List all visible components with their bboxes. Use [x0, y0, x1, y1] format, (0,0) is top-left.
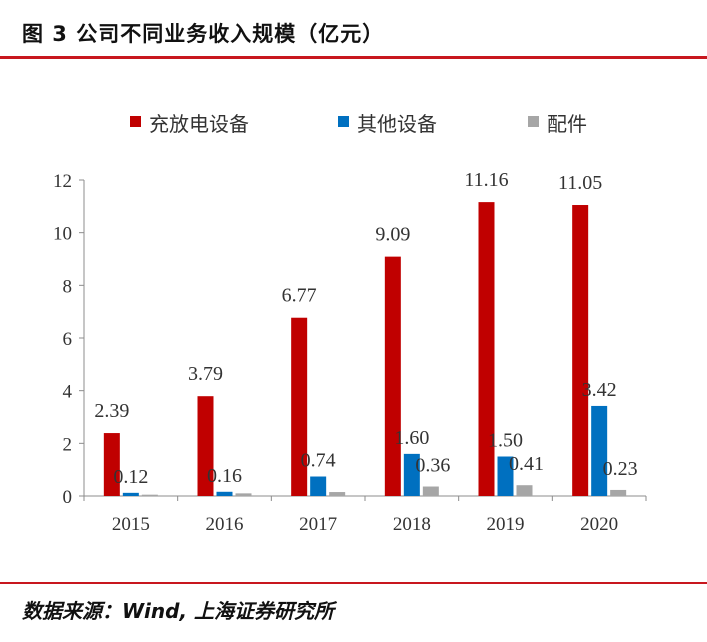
y-tick-label-5: 10 [53, 224, 72, 245]
legend-swatch-1 [338, 116, 349, 127]
y-tick-label-2: 4 [63, 382, 73, 403]
bar-1-2016 [216, 491, 233, 496]
x-tick-label-2: 2017 [299, 514, 337, 535]
x-tick-label-4: 2019 [487, 514, 525, 535]
bar-chart: 充放电设备 其他设备 配件 0 2 4 6 8 10 12 2015 2016 2017 2018 2019… [53, 112, 647, 535]
data-label-0-2020: 11.05 [558, 172, 602, 194]
bar-0-2017 [291, 317, 308, 496]
figure-title: 图 3 公司不同业务收入规模（亿元） [22, 22, 385, 46]
bottom-divider [0, 582, 707, 584]
x-tick-label-3: 2018 [393, 514, 431, 535]
bar-1-2018 [403, 453, 420, 496]
data-label-0-2016: 3.79 [188, 363, 223, 385]
data-label-0-2015: 2.39 [94, 400, 129, 422]
data-label-2-2020: 0.23 [603, 458, 638, 480]
data-label-2-2019: 0.41 [509, 453, 544, 475]
data-label-0-2018: 9.09 [375, 224, 410, 246]
bar-0-2018 [384, 256, 401, 496]
y-tick-label-4: 8 [63, 276, 73, 297]
data-label-1-2020: 3.42 [582, 379, 617, 401]
data-label-1-2018: 1.60 [394, 427, 429, 449]
bar-1-2019 [497, 456, 514, 496]
y-tick-label-3: 6 [63, 329, 73, 350]
source-note: 数据来源：Wind, 上海证券研究所 [22, 599, 335, 623]
bar-2-2015 [141, 494, 158, 496]
bar-0-2019 [478, 202, 495, 496]
data-label-1-2016: 0.16 [207, 465, 242, 487]
legend-swatch-2 [528, 116, 539, 127]
x-tick-label-0: 2015 [112, 514, 150, 535]
data-label-1-2019: 1.50 [488, 430, 523, 452]
y-tick-label-6: 12 [53, 171, 72, 192]
data-label-0-2019: 11.16 [464, 169, 508, 191]
legend-label-0: 充放电设备 [149, 112, 249, 136]
bar-0-2020 [572, 205, 589, 496]
y-tick-label-0: 0 [63, 487, 73, 508]
data-label-2-2018: 0.36 [415, 455, 450, 477]
bar-0-2016 [197, 396, 214, 496]
legend-label-2: 配件 [547, 112, 587, 136]
data-label-1-2015: 0.12 [113, 466, 148, 488]
bar-1-2017 [310, 476, 327, 496]
legend-label-1: 其他设备 [357, 112, 437, 136]
data-label-0-2017: 6.77 [282, 285, 317, 307]
y-tick-label-1: 2 [63, 434, 73, 455]
top-divider [0, 56, 707, 59]
bar-2-2018 [422, 486, 439, 496]
data-label-1-2017: 0.74 [301, 450, 336, 472]
bar-1-2020 [591, 405, 608, 496]
bar-2-2020 [610, 489, 627, 496]
x-tick-label-1: 2016 [206, 514, 244, 535]
legend-swatch-0 [130, 116, 141, 127]
bar-0-2015 [103, 433, 120, 496]
x-tick-label-5: 2020 [580, 514, 618, 535]
bar-2-2017 [329, 492, 346, 496]
bar-2-2019 [516, 485, 533, 496]
bar-2-2016 [235, 493, 252, 496]
bar-1-2015 [122, 492, 139, 496]
